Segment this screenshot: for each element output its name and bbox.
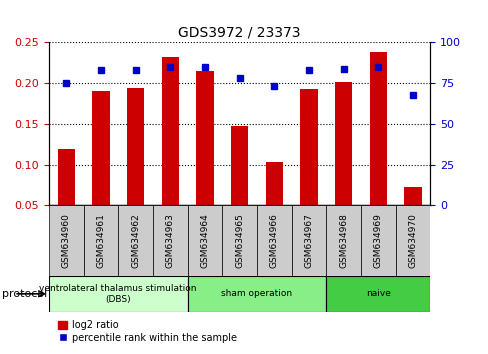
Text: GSM634961: GSM634961: [96, 213, 105, 268]
Text: GSM634969: GSM634969: [373, 213, 382, 268]
Bar: [395, 205, 429, 276]
Bar: [325, 276, 429, 312]
Bar: [265, 162, 283, 246]
Text: GSM634967: GSM634967: [304, 213, 313, 268]
Bar: [325, 205, 360, 276]
Bar: [187, 276, 325, 312]
Bar: [161, 57, 179, 246]
Text: protocol: protocol: [2, 289, 48, 299]
Text: GSM634968: GSM634968: [339, 213, 347, 268]
Text: GSM634965: GSM634965: [235, 213, 244, 268]
Bar: [49, 276, 187, 312]
Legend: log2 ratio, percentile rank within the sample: log2 ratio, percentile rank within the s…: [54, 316, 241, 347]
Bar: [187, 205, 222, 276]
Text: GSM634970: GSM634970: [407, 213, 417, 268]
Bar: [153, 205, 187, 276]
Bar: [222, 205, 256, 276]
Bar: [300, 89, 317, 246]
Bar: [369, 52, 386, 246]
Bar: [404, 187, 421, 246]
Bar: [127, 88, 144, 246]
Title: GDS3972 / 23373: GDS3972 / 23373: [178, 26, 300, 40]
Text: sham operation: sham operation: [221, 289, 292, 298]
Bar: [49, 205, 83, 276]
Bar: [83, 205, 118, 276]
Bar: [360, 205, 395, 276]
Text: GSM634966: GSM634966: [269, 213, 278, 268]
Text: GSM634963: GSM634963: [165, 213, 174, 268]
Bar: [92, 91, 109, 246]
Bar: [334, 81, 351, 246]
Text: GSM634960: GSM634960: [61, 213, 71, 268]
Text: ventrolateral thalamus stimulation
(DBS): ventrolateral thalamus stimulation (DBS): [40, 284, 197, 303]
Bar: [58, 149, 75, 246]
Text: GSM634962: GSM634962: [131, 213, 140, 268]
Text: naive: naive: [365, 289, 390, 298]
Bar: [118, 205, 153, 276]
Bar: [230, 126, 248, 246]
Bar: [291, 205, 325, 276]
Bar: [196, 71, 213, 246]
Bar: [256, 205, 291, 276]
Text: GSM634964: GSM634964: [200, 213, 209, 268]
